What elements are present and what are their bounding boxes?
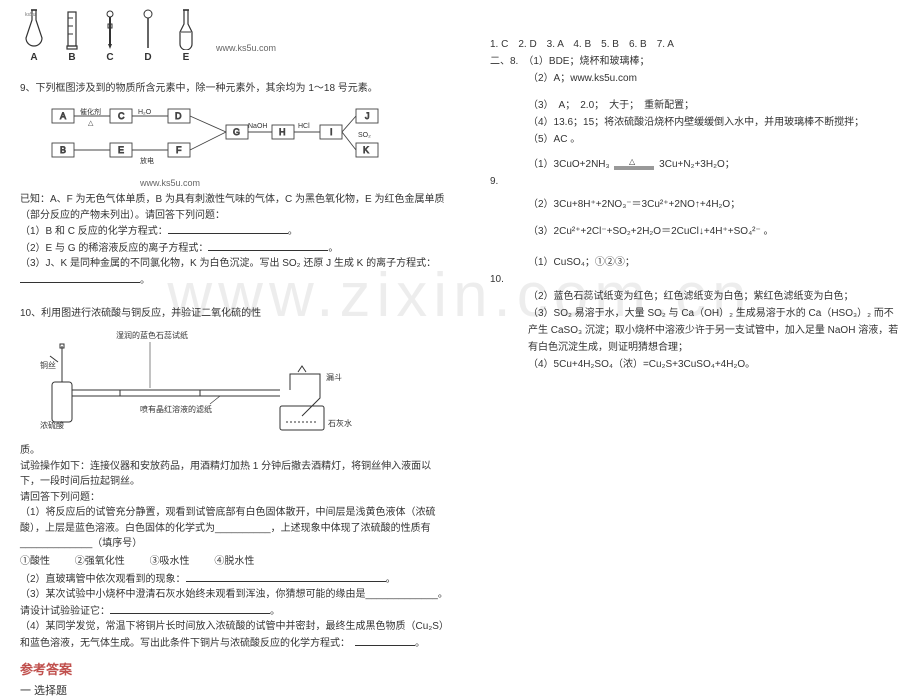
a10-num: 10.: [490, 271, 902, 288]
opt-1: ①酸性: [20, 552, 50, 571]
svg-text:C: C: [118, 111, 125, 121]
a10-p1: （1）CuSO₄；①②③；: [528, 254, 902, 271]
svg-text:ks5u: ks5u: [25, 12, 36, 18]
flask-B-label: B: [68, 52, 75, 63]
q10-exp: 试验操作如下：连接仪器和安放药品，用酒精灯加热 1 分钟后撤去酒精灯，将铜丝伸入…: [20, 459, 450, 490]
a10-p3: （3）SO₂ 易溶于水，大量 SO₂ 与 Ca（OH）₂ 生成易溶于水的 Ca（…: [528, 305, 902, 356]
svg-text:漏斗: 漏斗: [326, 372, 342, 382]
a9-eq2: （2）3Cu+8H⁺+2NO₃⁻＝3Cu²⁺+2NO↑+4H₂O；: [528, 196, 902, 213]
svg-text:B: B: [60, 145, 66, 155]
q10-p4: （4）某同学发觉，常温下将铜片长时间放入浓硫酸的试管中并密封，最终生成黑色物质（…: [20, 619, 450, 651]
opt-4: ④脱水性: [214, 552, 254, 571]
a10-p2: （2）蓝色石蕊试纸变为红色；红色滤纸变为白色；紫红色滤纸变为白色；: [528, 288, 902, 305]
svg-text:I: I: [330, 127, 333, 137]
q10-options: ①酸性 ②强氧化性 ③吸水性 ④脱水性: [20, 552, 450, 571]
a8-p4: （4）13.6；15；将浓硫酸沿烧杯内壁缓缓倒入水中，并用玻璃棒不断搅拌；: [528, 114, 902, 131]
svg-text:NaOH: NaOH: [248, 123, 267, 130]
svg-text:F: F: [176, 145, 182, 155]
svg-text:K: K: [363, 145, 369, 155]
svg-text:铜丝: 铜丝: [40, 360, 56, 370]
flask-D: D: [134, 8, 162, 63]
q9-flow-diagram: A B C E D F G H I J K 催化剂 △ H₂O NaOH H: [50, 103, 380, 173]
svg-text:喷有晶红溶液的滤纸: 喷有晶红溶液的滤纸: [140, 404, 212, 414]
q9-stem: 9、下列框图涉及到的物质所含元素中，除一种元素外，其余均为 1～18 号元素。: [20, 81, 450, 97]
q9-p1: （1）B 和 C 反应的化学方程式：。: [20, 223, 450, 240]
flask-E-label: E: [183, 52, 190, 63]
a9-eq3: （3）2Cu²⁺+2Cl⁻+SO₂+2H₂O＝2CuCl↓+4H⁺+SO₄²⁻ …: [528, 223, 902, 240]
a8-p3: （3） A； 2.0； 大于； 重新配置；: [528, 97, 902, 114]
flask-row: ks5u A B C D E www.ks5u.com: [20, 8, 450, 63]
svg-text:石灰水: 石灰水: [328, 418, 352, 428]
svg-text:H: H: [279, 127, 286, 137]
mc-answers: 1. C 2. D 3. A 4. B 5. B 6. B 7. A: [490, 36, 902, 53]
q10-apparatus-diagram: 湿润的蓝色石蕊试纸 铜丝 浓硫酸 喷有晶红溶液的滤纸 漏斗 石灰水: [40, 326, 400, 436]
flask-A: ks5u A: [20, 8, 48, 63]
q9-p3: （3）J、K 是同种金属的不同氯化物，K 为白色沉淀。写出 SO₂ 还原 J 生…: [20, 256, 450, 288]
svg-text:G: G: [233, 127, 240, 137]
ks5u-text-1: www.ks5u.com: [216, 43, 276, 53]
svg-text:A: A: [60, 111, 66, 121]
a9-num: 9.: [490, 173, 902, 190]
ks5u-text-2: www.ks5u.com: [140, 178, 450, 188]
q10-p1: （1）将反应后的试管充分静置，观看到试管底部有白色固体散开，中间层是浅黄色液体（…: [20, 505, 450, 552]
q10-p2: （2）直玻璃管中依次观看到的现象：。: [20, 571, 450, 588]
a8-p2: （2）A；www.ks5u.com: [528, 70, 902, 87]
svg-text:HCl: HCl: [298, 123, 310, 130]
svg-text:E: E: [118, 145, 124, 155]
q10-stem: 10、利用图进行浓硫酸与铜反应，并验证二氧化硫的性: [20, 306, 450, 322]
flask-B: B: [58, 8, 86, 63]
q10-hint: 请回答下列问题：: [20, 490, 450, 506]
flask-A-label: A: [30, 52, 37, 63]
q9-p2: （2）E 与 G 的稀溶液反应的离子方程式：。: [20, 240, 450, 257]
flask-C: C: [96, 8, 124, 63]
svg-text:湿润的蓝色石蕊试纸: 湿润的蓝色石蕊试纸: [116, 330, 188, 340]
svg-text:SO₂: SO₂: [358, 132, 371, 139]
flask-E: E: [172, 8, 200, 63]
svg-text:放电: 放电: [140, 156, 154, 165]
flask-D-label: D: [144, 52, 151, 63]
svg-text:△: △: [88, 120, 94, 127]
opt-3: ③吸水性: [150, 552, 190, 571]
a8-p5: （5）AC 。: [528, 131, 902, 148]
q9-known: 已知：A、F 为无色气体单质，B 为具有刺激性气味的气体，C 为黑色氧化物，E …: [20, 192, 450, 223]
answer-heading: 参考答案: [20, 659, 450, 678]
svg-text:浓硫酸: 浓硫酸: [40, 420, 64, 430]
sec-1-heading: 一 选择题: [20, 682, 450, 698]
q10-p3: （3）某次试验中小烧杯中澄清石灰水始终未观看到浑浊，你猜想可能的缘由是_____…: [20, 587, 450, 619]
opt-2: ②强氧化性: [75, 552, 125, 571]
sec-2-heading: 二、8. （1）BDE；烧杯和玻璃棒；: [490, 53, 902, 70]
svg-text:H₂O: H₂O: [138, 109, 152, 116]
flask-C-label: C: [106, 52, 113, 63]
svg-text:△: △: [629, 157, 636, 166]
svg-text:J: J: [365, 111, 370, 121]
svg-text:D: D: [175, 111, 182, 121]
a9-row: （1）3CuO+2NH₃ △ 3Cu+N₂+3H₂O；: [490, 156, 902, 173]
q10-after: 质。: [20, 443, 450, 459]
a10-p4: （4）5Cu+4H₂SO₄（浓）=Cu₂S+3CuSO₄+4H₂O。: [528, 356, 902, 373]
svg-text:催化剂: 催化剂: [80, 107, 101, 116]
